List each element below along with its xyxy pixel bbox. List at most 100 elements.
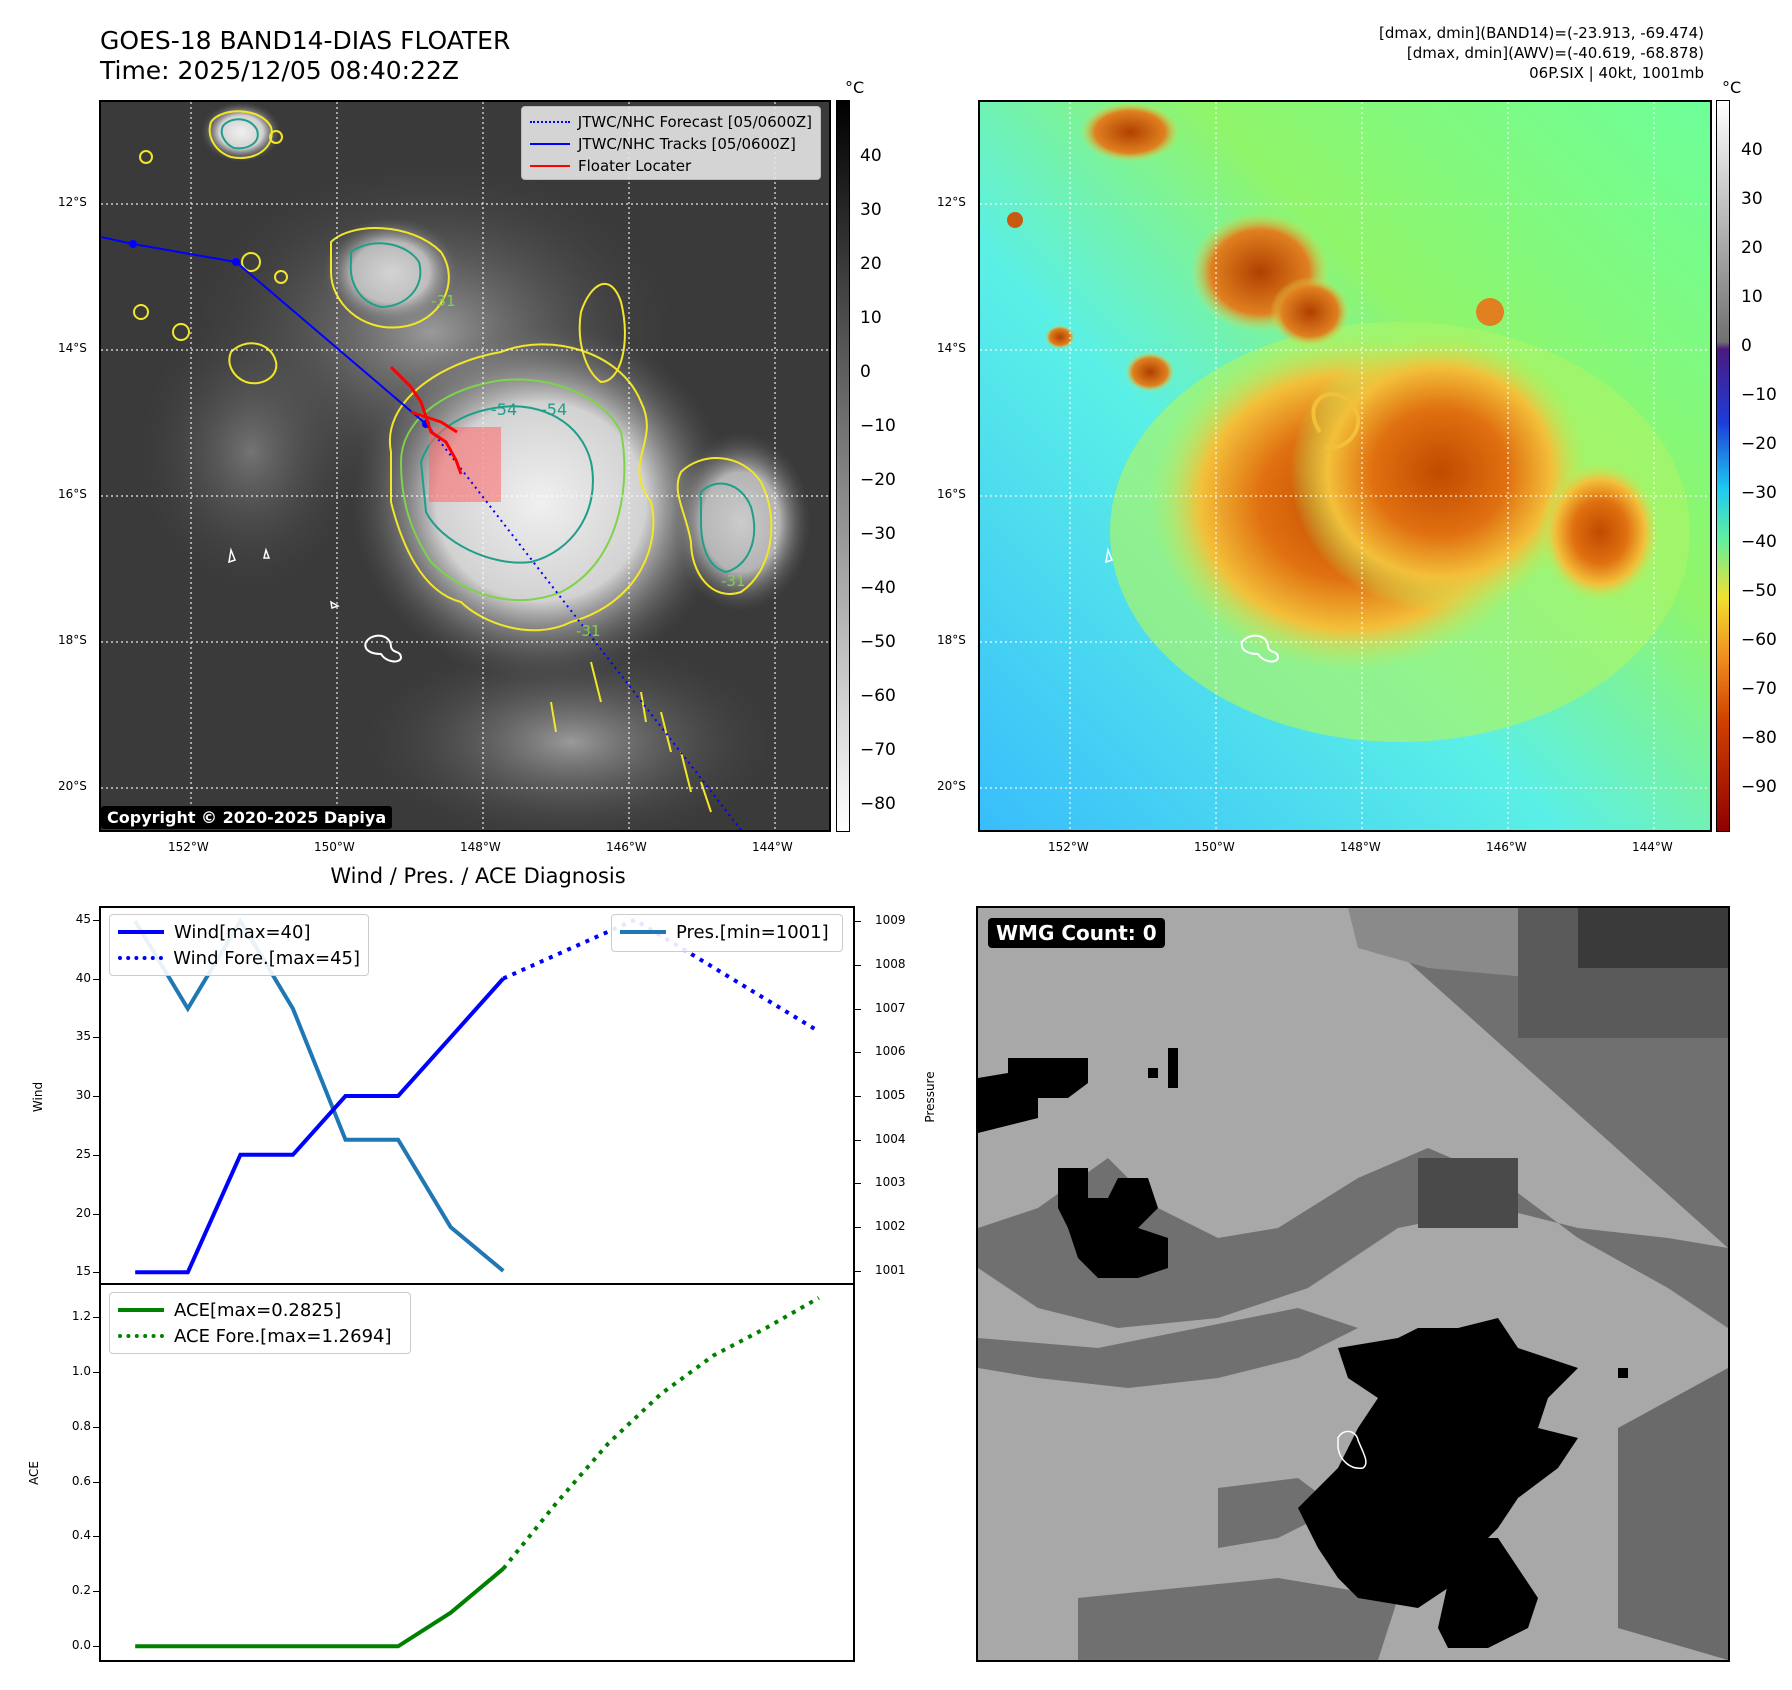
legend-item-forecast: JTWC/NHC Forecast [05/0600Z] (530, 111, 812, 133)
colorbar-tick: −70 (1741, 679, 1777, 699)
tick-mark (93, 1213, 99, 1215)
contour-label: -31 (431, 292, 456, 310)
lat-label: 14°S (58, 341, 87, 355)
pressure-tick-label: 1005 (875, 1088, 906, 1102)
time-label: Time: 2025/12/05 08:40:22Z (100, 56, 459, 85)
colorbar-tick: −80 (860, 794, 896, 814)
page-title: GOES-18 BAND14-DIAS FLOATER (100, 26, 511, 55)
colorbar-tick: 30 (1741, 189, 1763, 209)
green-line-swatch (118, 1308, 164, 1312)
storm-info-text: 06P.SIX | 40kt, 1001mb (1529, 64, 1704, 82)
colorbar-tick: −40 (860, 578, 896, 598)
legend-label: ACE Fore.[max=1.2694] (174, 1325, 392, 1347)
legend-label: Pres.[min=1001] (676, 921, 829, 943)
tick-mark (855, 1096, 861, 1097)
red-line-swatch (530, 165, 570, 167)
ace-tick-label: 0.0 (71, 1638, 91, 1653)
tick-mark (855, 1139, 861, 1141)
colorbar-tick: 10 (1741, 287, 1763, 307)
blue-line-swatch (118, 930, 164, 934)
colorbar-unit: °C (1722, 78, 1742, 97)
track-legend: JTWC/NHC Forecast [05/0600Z] JTWC/NHC Tr… (521, 106, 821, 180)
legend-item-tracks: JTWC/NHC Tracks [05/0600Z] (530, 133, 812, 155)
colorbar-tick: −90 (1741, 777, 1777, 797)
awv-colorbar (1716, 100, 1730, 832)
colorbar-unit: °C (845, 78, 865, 97)
tick-mark (93, 1426, 99, 1428)
pressure-line (133, 917, 505, 1273)
tick-mark (93, 1272, 99, 1274)
lat-label: 14°S (937, 341, 966, 355)
colorbar-tick: 30 (860, 200, 882, 220)
pressure-tick-label: 1001 (875, 1262, 906, 1277)
lat-label: 20°S (937, 779, 966, 793)
wind-line (135, 977, 505, 1275)
steelblue-line-swatch (620, 930, 666, 934)
legend-label: ACE[max=0.2825] (174, 1299, 342, 1321)
lat-label: 12°S (58, 195, 87, 209)
dotted-line-swatch (530, 121, 570, 123)
tick-mark (93, 1481, 99, 1483)
colorbar-tick: −50 (860, 632, 896, 652)
pressure-tick-label: 1004 (875, 1131, 906, 1146)
ace-line (135, 1567, 505, 1649)
colorbar-tick: 40 (1741, 140, 1763, 160)
pressure-tick-label: 1006 (875, 1044, 906, 1059)
ace-legend: ACE[max=0.2825] ACE Fore.[max=1.2694] (109, 1292, 411, 1354)
colorbar-tick: 20 (860, 254, 882, 274)
wind-legend: Wind[max=40] Wind Fore.[max=45] (109, 914, 369, 976)
wind-tick-label: 30 (75, 1088, 91, 1102)
colorbar-tick: −70 (860, 740, 896, 760)
colorbar-tick: 10 (860, 308, 882, 328)
ir-imagery-panel: -54 -54 -31 -31 -31 JTWC/NHC Forecast [0… (99, 100, 831, 832)
legend-label: JTWC/NHC Tracks [05/0600Z] (578, 135, 796, 153)
tick-mark (855, 1052, 861, 1054)
copyright-label: Copyright © 2020-2025 Dapiya (101, 806, 393, 829)
ace-tick-label: 1.0 (71, 1363, 91, 1378)
tick-mark (93, 1646, 99, 1648)
ir-colorbar (836, 100, 850, 832)
colorbar-tick: −80 (1741, 728, 1777, 748)
ace-plot (135, 1296, 820, 1649)
wind-tick-label: 25 (75, 1146, 91, 1161)
tick-mark (93, 978, 99, 980)
lat-label: 18°S (58, 633, 87, 647)
awv-imagery-map (980, 102, 1710, 830)
ace-forecast-line (501, 1296, 820, 1570)
green-dotted-swatch (118, 1334, 164, 1338)
legend-item-wind-fore: Wind Fore.[max=45] (118, 945, 360, 971)
ace-tick-label: 0.2 (71, 1583, 91, 1598)
legend-label: Floater Locater (578, 157, 692, 175)
colorbar-tick: −60 (1741, 630, 1777, 650)
lon-label: 144°W (1632, 840, 1673, 854)
ace-tick-label: 0.8 (71, 1418, 91, 1433)
legend-item-wind: Wind[max=40] (118, 919, 360, 945)
wind-axis-label: Wind (31, 1081, 45, 1113)
wmg-panel: WMG Count: 0 (976, 906, 1730, 1662)
lat-label: 16°S (937, 487, 966, 501)
wind-tick-label: 40 (75, 970, 91, 985)
blue-dotted-swatch (118, 956, 164, 960)
dmax-band14-text: [dmax, dmin](BAND14)=(-23.913, -69.474) (1379, 24, 1704, 42)
lon-label: 146°W (1486, 840, 1527, 854)
legend-label: Wind Fore.[max=45] (173, 947, 360, 969)
legend-label: Wind[max=40] (174, 921, 311, 943)
tick-mark (93, 1096, 99, 1097)
colorbar-tick: −10 (860, 416, 896, 436)
legend-item-ace-fore: ACE Fore.[max=1.2694] (118, 1323, 402, 1349)
lat-label: 12°S (937, 195, 966, 209)
pressure-tick-label: 1002 (875, 1219, 906, 1234)
wmg-count-badge: WMG Count: 0 (988, 918, 1165, 948)
lon-label: 152°W (1048, 840, 1089, 854)
colorbar-tick: 0 (1741, 336, 1752, 356)
tick-mark (855, 1227, 861, 1229)
lat-label: 20°S (58, 779, 87, 793)
ir-imagery-map (101, 102, 829, 830)
wind-tick-label: 15 (75, 1264, 91, 1279)
colorbar-tick: −60 (860, 686, 896, 706)
lon-label: 144°W (752, 840, 793, 854)
pressure-tick-label: 1003 (875, 1175, 906, 1190)
wind-pressure-plot (133, 917, 820, 1275)
tick-mark (93, 1316, 99, 1318)
colorbar-tick: −50 (1741, 581, 1777, 601)
